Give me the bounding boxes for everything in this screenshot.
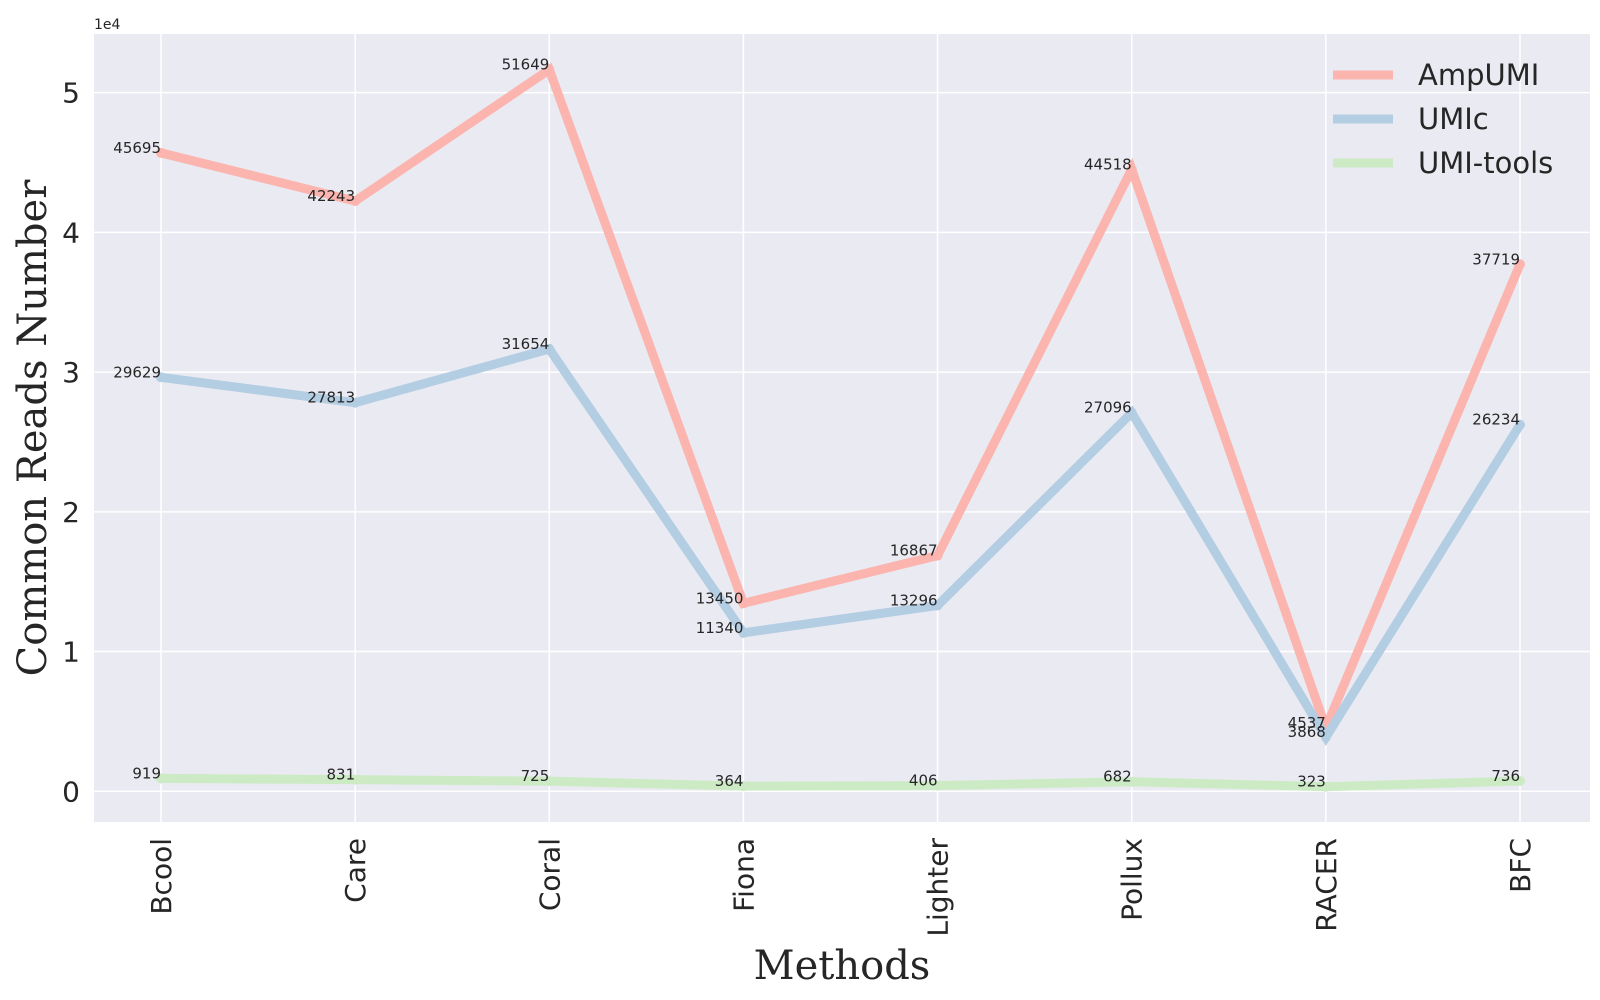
- data-point: [1320, 732, 1331, 743]
- data-point: [350, 397, 361, 408]
- data-label: 27096: [1084, 399, 1132, 417]
- x-tick-label: BFC: [1504, 838, 1537, 893]
- series-line: [160, 773, 1521, 792]
- data-point: [738, 598, 749, 609]
- data-point: [932, 550, 943, 561]
- data-point: [350, 774, 361, 785]
- legend-label: AmpUMI: [1418, 58, 1539, 92]
- plot-area: [94, 34, 1590, 822]
- series-line: [160, 343, 1524, 746]
- data-point: [156, 372, 166, 383]
- data-point: [1515, 419, 1525, 430]
- data-point: [1515, 259, 1525, 270]
- data-label: 44518: [1084, 155, 1132, 173]
- y-tick-label: 0: [62, 775, 80, 808]
- y-axis-multiplier: 1e4: [94, 17, 121, 33]
- data-point: [544, 64, 555, 75]
- data-point: [738, 781, 749, 792]
- data-labels: 45695 42243 51649 13450 16867 44518 4537 37719 2…: [113, 56, 1520, 791]
- data-label: 4537: [1288, 714, 1326, 732]
- data-point: [932, 780, 943, 791]
- data-point: [1320, 781, 1331, 792]
- data-label: 725: [521, 767, 550, 785]
- data-label: 3868: [1288, 723, 1326, 741]
- data-point: [1126, 407, 1137, 418]
- data-label: 37719: [1472, 250, 1520, 268]
- data-label: 323: [1297, 773, 1326, 791]
- y-tick-label: 3: [62, 356, 80, 389]
- x-tick-label: Coral: [533, 838, 566, 911]
- series-lines: [156, 62, 1525, 792]
- series-line: [159, 62, 1525, 741]
- y-tick-label: 2: [62, 496, 80, 529]
- data-point: [738, 627, 749, 638]
- data-label: 11340: [696, 619, 744, 637]
- y-tick-label: 5: [62, 77, 80, 110]
- data-label: 26234: [1472, 411, 1520, 429]
- data-point: [932, 600, 943, 611]
- data-point: [350, 196, 361, 207]
- legend: AmpUMI UMIc UMI-tools: [1333, 58, 1553, 180]
- legend-label: UMIc: [1418, 102, 1489, 136]
- data-label: 831: [327, 766, 356, 784]
- x-tick-label: Lighter: [922, 838, 955, 937]
- y-axis-label: Common Reads Number: [10, 179, 56, 677]
- data-label: 29629: [113, 363, 161, 381]
- data-label: 31654: [502, 335, 550, 353]
- x-tick-label: RACER: [1310, 838, 1343, 932]
- data-label: 364: [715, 772, 744, 790]
- y-tick-label: 4: [62, 216, 80, 249]
- data-point: [1126, 164, 1137, 175]
- legend-label: UMI-tools: [1418, 146, 1553, 180]
- data-label: 16867: [890, 542, 938, 560]
- data-point: [1126, 776, 1137, 787]
- x-tick-label: Bcool: [145, 838, 178, 915]
- x-tick-label: Fiona: [727, 838, 760, 912]
- x-axis-label: Methods: [754, 943, 931, 989]
- data-label: 13296: [890, 591, 938, 609]
- x-axis-ticks: Bcool Care Coral Fiona Lighter Pollux RACER BFC: [145, 838, 1537, 937]
- data-label: 919: [132, 764, 161, 782]
- data-label: 406: [909, 772, 938, 790]
- data-label: 45695: [113, 139, 161, 157]
- data-point: [544, 344, 555, 355]
- data-point: [1515, 775, 1525, 786]
- x-tick-label: Pollux: [1116, 838, 1149, 921]
- data-label: 42243: [307, 187, 355, 205]
- y-tick-label: 1: [62, 636, 80, 669]
- data-point: [156, 773, 166, 784]
- data-point: [156, 147, 166, 158]
- data-label: 27813: [307, 389, 355, 407]
- data-label: 682: [1103, 768, 1132, 786]
- y-axis-ticks: 0 1 2 3 4 5: [62, 77, 80, 809]
- data-label: 736: [1491, 767, 1520, 785]
- data-point: [544, 776, 555, 787]
- data-label: 51649: [502, 56, 550, 74]
- x-tick-label: Care: [339, 838, 372, 903]
- data-label: 13450: [696, 589, 744, 607]
